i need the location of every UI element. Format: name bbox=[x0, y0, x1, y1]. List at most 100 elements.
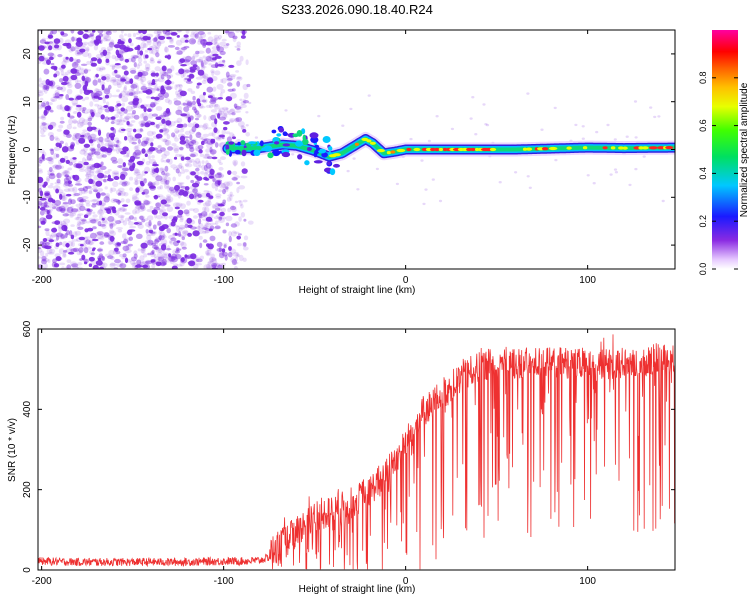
spectrogram-noise-cell bbox=[218, 189, 223, 193]
spectrogram-noise-cell bbox=[68, 76, 74, 82]
spectrogram-noise-cell bbox=[135, 187, 140, 193]
spectrogram-noise-region bbox=[38, 30, 665, 269]
spectrogram-noise-cell bbox=[162, 159, 169, 163]
spectrogram-track-blob bbox=[272, 137, 280, 143]
spectrogram-noise-cell bbox=[194, 191, 200, 197]
spectrogram-noise-cell bbox=[49, 109, 54, 113]
spectrogram-noise-cell bbox=[141, 247, 145, 254]
spectrogram-noise-cell bbox=[118, 94, 122, 99]
spectrogram-noise-cell bbox=[136, 32, 140, 35]
spectrogram-noise-cell bbox=[46, 37, 54, 40]
spectrogram-track-peak bbox=[386, 151, 391, 155]
spectrogram-noise-cell bbox=[44, 201, 48, 205]
spectrogram-noise-cell bbox=[178, 227, 183, 232]
spectrogram-noise-cell bbox=[87, 35, 91, 38]
spectrogram-noise-cell bbox=[105, 193, 110, 199]
spectrogram-noise-cell bbox=[92, 79, 98, 86]
spectrogram-noise-cell bbox=[171, 265, 178, 269]
spectrogram-noise-cell bbox=[157, 145, 162, 148]
spectrogram-noise-cell bbox=[115, 145, 120, 150]
spectrogram-noise-cell bbox=[208, 228, 213, 232]
spectrogram-noise-cell bbox=[186, 102, 193, 108]
spectrogram-noise-cell bbox=[202, 156, 210, 159]
spectrogram-noise-cell bbox=[97, 257, 102, 261]
spectrogram-noise-cell bbox=[140, 37, 148, 42]
spectrogram-noise-cell bbox=[38, 246, 41, 250]
spectrogram-noise-cell bbox=[97, 177, 104, 182]
spectrogram-noise-cell bbox=[116, 122, 124, 126]
spectrogram-noise-cell bbox=[228, 112, 232, 116]
spectrogram-noise-cell bbox=[39, 241, 44, 246]
spectrogram-noise-cell bbox=[149, 58, 155, 62]
spectrogram-track-peak bbox=[443, 147, 447, 152]
spectrogram-noise-cell bbox=[195, 256, 201, 261]
spectrogram-noise-cell bbox=[170, 221, 176, 227]
spectrogram-track-peak bbox=[332, 153, 341, 157]
spectrogram-noise-cell bbox=[168, 255, 176, 262]
spectrogram-noise-cell bbox=[215, 201, 219, 206]
spectrogram-noise-cell bbox=[147, 239, 154, 246]
snr-y-tick-label: 0 bbox=[22, 567, 33, 573]
spectrogram-noise-cell bbox=[132, 55, 139, 59]
spectrogram-noise-cell bbox=[194, 171, 200, 176]
spectrogram-noise-cell bbox=[157, 144, 162, 149]
spectrogram-noise-cell bbox=[176, 30, 182, 33]
spectrogram-noise-cell bbox=[204, 169, 209, 175]
spectrogram-noise-cell bbox=[124, 33, 127, 36]
spectrogram-noise-cell bbox=[44, 57, 51, 63]
spectrogram-noise-cell bbox=[83, 261, 88, 265]
spectrogram-noise-cell bbox=[159, 114, 167, 118]
spectrogram-noise-cell bbox=[628, 183, 632, 187]
spectrogram-noise-cell bbox=[137, 57, 143, 63]
spectrogram-noise-cell bbox=[73, 58, 78, 63]
spectrogram-noise-cell bbox=[100, 153, 105, 158]
spectrogram-noise-cell bbox=[88, 139, 94, 144]
spectrogram-noise-cell bbox=[159, 72, 164, 77]
spectrogram-noise-cell bbox=[67, 112, 71, 118]
spectrogram-noise-cell bbox=[195, 76, 203, 80]
spectrogram-noise-cell bbox=[91, 164, 97, 168]
spectrogram-noise-cell bbox=[214, 118, 218, 125]
spectrogram-noise-cell bbox=[221, 38, 227, 42]
spectrogram-noise-cell bbox=[105, 30, 110, 34]
spectrogram-noise-cell bbox=[191, 55, 196, 61]
spectrogram-noise-cell bbox=[222, 199, 226, 204]
spectrogram-noise-cell bbox=[173, 240, 180, 247]
spectrogram-noise-cell bbox=[90, 92, 96, 98]
spectrogram-noise-cell bbox=[153, 168, 158, 173]
spectrogram-noise-cell bbox=[198, 124, 204, 128]
spectrogram-noise-cell bbox=[141, 87, 147, 91]
spectrogram-noise-cell bbox=[87, 121, 92, 126]
spectrogram-noise-cell bbox=[98, 168, 103, 174]
spectrogram-noise-cell bbox=[170, 65, 175, 72]
spectrogram-noise-cell bbox=[159, 202, 166, 209]
spectrogram-noise-cell bbox=[167, 245, 170, 251]
spectrogram-noise-cell bbox=[96, 248, 103, 252]
spectrogram-noise-cell bbox=[120, 128, 126, 132]
spectrogram-noise-cell bbox=[92, 202, 97, 206]
spectrogram-noise-cell bbox=[76, 220, 82, 227]
spectrogram-noise-cell bbox=[163, 92, 169, 99]
spectrogram-noise-cell bbox=[174, 137, 179, 142]
spectrogram-noise-cell bbox=[206, 250, 210, 256]
spectrogram-noise-cell bbox=[101, 154, 107, 158]
spectrogram-noise-cell bbox=[43, 84, 50, 90]
spectrogram-noise-cell bbox=[99, 39, 103, 44]
spectrogram-noise-cell bbox=[74, 133, 82, 139]
spectrogram-noise-cell bbox=[356, 188, 360, 191]
spectrogram-noise-cell bbox=[223, 44, 229, 49]
spectrogram-noise-cell bbox=[97, 148, 102, 153]
spectrogram-noise-cell bbox=[60, 86, 66, 92]
spectrogram-noise-cell bbox=[176, 35, 180, 38]
spectrogram-noise-cell bbox=[179, 260, 185, 267]
spectrogram-noise-cell bbox=[58, 220, 63, 225]
spectrogram-noise-cell bbox=[191, 138, 197, 142]
spectrogram-noise-cell bbox=[87, 116, 94, 119]
spectrogram-noise-cell bbox=[471, 96, 475, 99]
spectrogram-noise-cell bbox=[212, 178, 216, 183]
spectrogram-x-tick-label: -200 bbox=[32, 275, 52, 286]
spectrogram-noise-cell bbox=[85, 132, 90, 138]
spectrogram-noise-cell bbox=[106, 132, 110, 139]
spectrogram-noise-cell bbox=[90, 218, 98, 224]
spectrogram-noise-cell bbox=[57, 189, 64, 194]
